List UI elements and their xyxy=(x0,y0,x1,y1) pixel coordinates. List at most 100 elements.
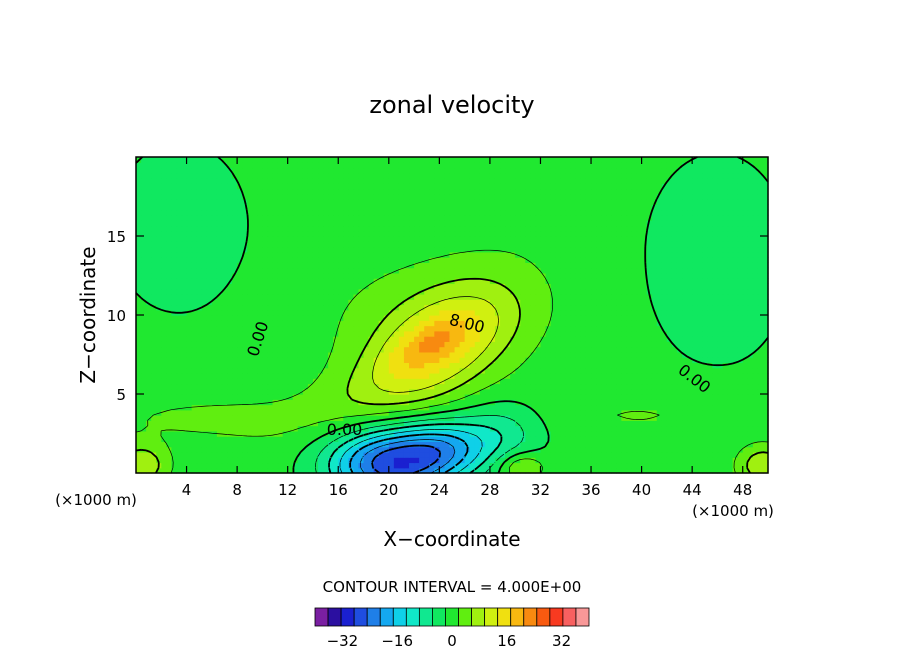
field-cell xyxy=(656,436,663,442)
field-cell xyxy=(666,309,673,316)
field-cell xyxy=(757,283,764,290)
field-cell xyxy=(585,399,592,406)
field-cell xyxy=(211,462,218,469)
field-cell xyxy=(378,267,385,274)
field-cell xyxy=(580,330,587,337)
field-cell xyxy=(282,283,289,290)
field-cell xyxy=(312,446,319,453)
field-cell xyxy=(419,357,425,363)
field-cell xyxy=(409,446,415,453)
field-cell xyxy=(151,351,157,358)
field-cell xyxy=(232,372,238,379)
field-cell xyxy=(742,357,749,363)
field-cell xyxy=(692,293,698,300)
field-cell xyxy=(722,404,729,411)
field-cell xyxy=(540,425,547,432)
field-cell xyxy=(545,457,552,464)
field-cell xyxy=(727,320,734,327)
field-cell xyxy=(429,341,435,348)
field-cell xyxy=(196,288,203,295)
field-cell xyxy=(166,383,172,390)
field-cell xyxy=(136,415,142,421)
field-cell xyxy=(671,299,678,306)
field-cell xyxy=(651,283,658,290)
field-cell xyxy=(141,272,147,279)
field-cell xyxy=(717,267,724,274)
field-cell xyxy=(747,267,754,274)
field-cell xyxy=(156,357,162,363)
field-cell xyxy=(221,346,228,353)
field-cell xyxy=(156,430,162,437)
field-cell xyxy=(166,262,172,269)
field-cell xyxy=(646,362,653,369)
field-cell xyxy=(166,299,172,306)
field-cell xyxy=(621,309,628,316)
field-cell xyxy=(363,283,370,290)
field-cell xyxy=(656,451,663,458)
field-cell xyxy=(641,467,648,474)
field-cell xyxy=(494,267,501,274)
field-cell xyxy=(454,467,461,474)
field-cell xyxy=(611,430,617,437)
field-cell xyxy=(267,283,274,290)
field-cell xyxy=(737,415,744,421)
field-cell xyxy=(469,430,476,437)
field-cell xyxy=(328,436,334,442)
field-cell xyxy=(525,267,531,274)
field-cell xyxy=(318,262,324,269)
field-cell xyxy=(671,457,678,464)
field-cell xyxy=(717,336,724,342)
field-cell xyxy=(333,372,339,379)
field-cell xyxy=(171,351,178,358)
field-cell xyxy=(560,451,567,458)
field-cell xyxy=(641,457,648,464)
field-cell xyxy=(302,462,309,469)
field-cell xyxy=(419,388,425,395)
field-cell xyxy=(232,399,238,406)
field-cell xyxy=(237,394,243,400)
field-cell xyxy=(211,315,218,321)
field-cell xyxy=(459,409,466,416)
field-cell xyxy=(469,283,476,290)
field-cell xyxy=(570,320,577,327)
field-cell xyxy=(454,367,461,374)
field-cell xyxy=(656,425,663,432)
field-cell xyxy=(641,446,648,453)
field-cell xyxy=(687,357,693,363)
field-cell xyxy=(469,315,476,321)
field-cell xyxy=(419,267,425,274)
field-cell xyxy=(661,430,668,437)
field-cell xyxy=(459,383,466,390)
field-cell xyxy=(146,462,152,469)
field-cell xyxy=(211,262,218,269)
field-cell xyxy=(722,351,729,358)
field-cell xyxy=(505,425,511,432)
field-cell xyxy=(636,341,643,348)
field-cell xyxy=(580,425,587,432)
field-cell xyxy=(206,341,213,348)
field-cell xyxy=(510,330,516,337)
field-cell xyxy=(469,420,476,427)
field-cell xyxy=(166,293,172,300)
field-cell xyxy=(363,367,370,374)
field-cell xyxy=(232,457,238,464)
field-cell xyxy=(555,299,562,306)
field-cell xyxy=(388,372,395,379)
field-cell xyxy=(727,467,734,474)
field-cell xyxy=(621,425,628,432)
field-cell xyxy=(469,346,476,353)
field-cell xyxy=(398,283,405,290)
field-cell xyxy=(449,293,456,300)
field-cell xyxy=(575,462,582,469)
field-cell xyxy=(171,283,178,290)
field-cell xyxy=(505,446,511,453)
field-cell xyxy=(312,346,319,353)
field-cell xyxy=(136,409,142,416)
field-cell xyxy=(702,415,708,421)
field-cell xyxy=(277,304,284,311)
field-cell xyxy=(373,415,380,421)
field-cell xyxy=(171,278,178,284)
field-cell xyxy=(136,357,142,363)
field-cell xyxy=(181,288,188,295)
field-cell xyxy=(717,351,724,358)
